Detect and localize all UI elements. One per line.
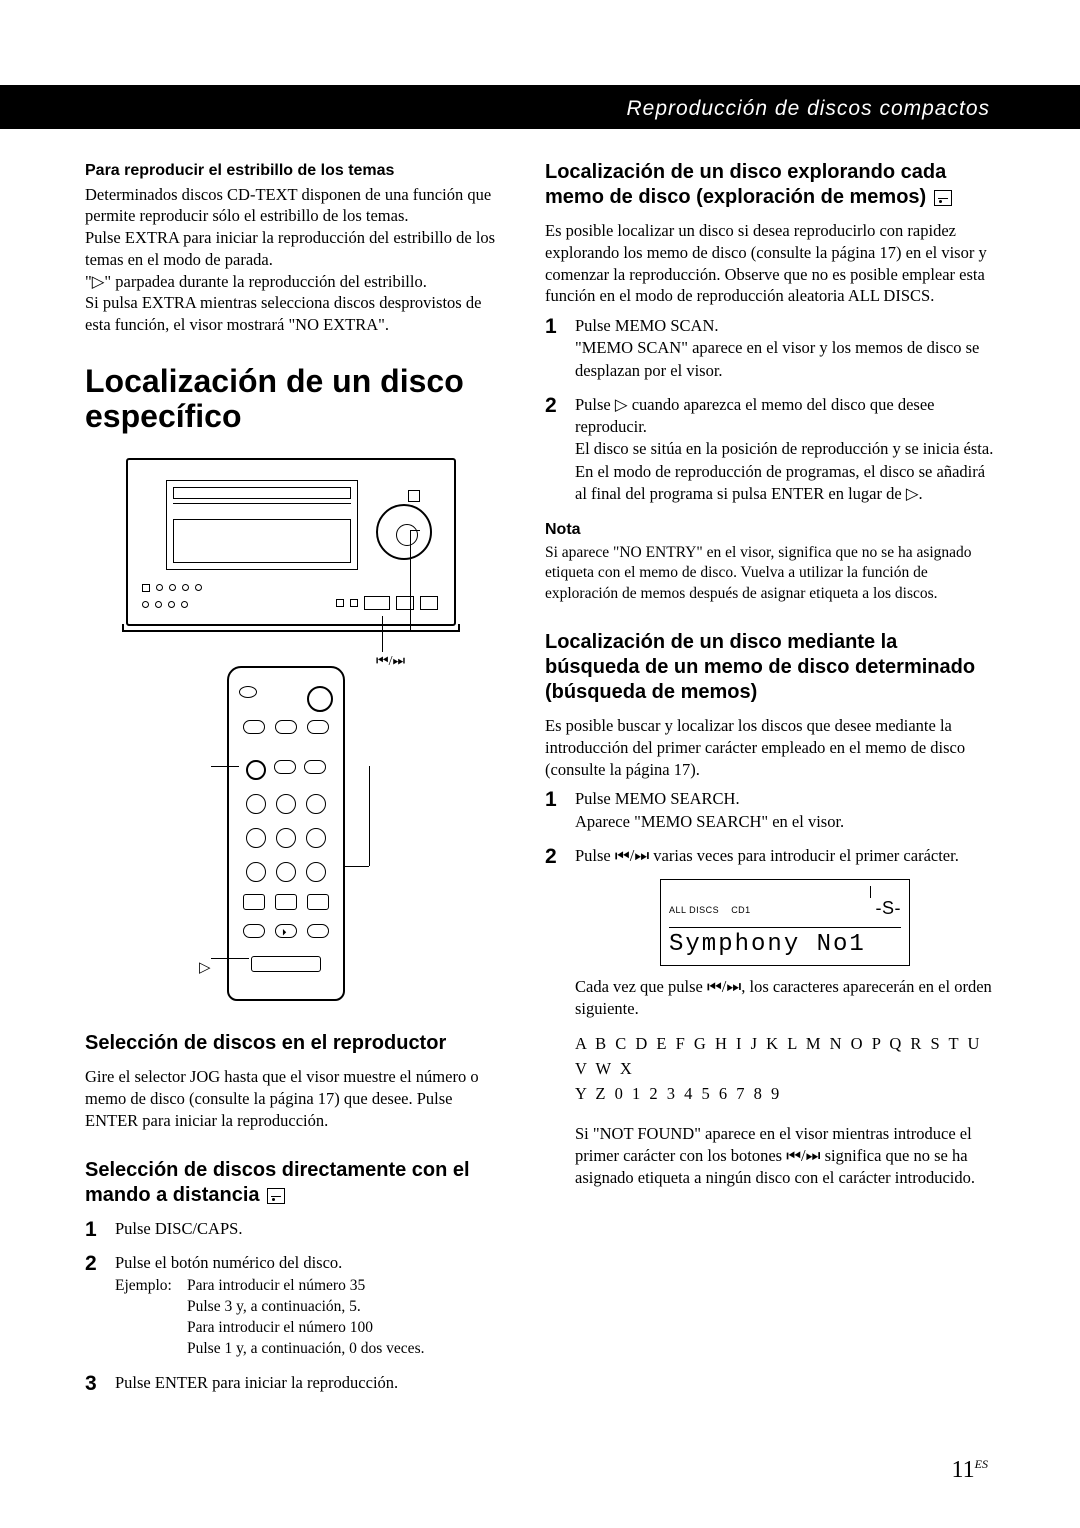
chorus-subtitle: Para reproducir el estribillo de los tem…	[85, 160, 497, 182]
memoscan-steps: 1 Pulse MEMO SCAN. "MEMO SCAN" aparece e…	[545, 315, 995, 505]
main-title: Localización de un disco específico	[85, 364, 497, 434]
memoscan-body: Es posible localizar un disco si desea r…	[545, 220, 995, 307]
chorus-p3: "▷" parpadea durante la reproducción del…	[85, 272, 427, 291]
step-number: 2	[85, 1253, 103, 1274]
remote-step2: Pulse el botón numérico del disco. Ejemp…	[115, 1252, 497, 1360]
remote-illustration: ⏵ ▷	[211, 666, 371, 1011]
page-num-value: 11	[952, 1457, 975, 1483]
memosearch-step2: Pulse ⏮/⏭ varias veces para introducir e…	[575, 845, 995, 1190]
step-number: 3	[85, 1373, 103, 1394]
select-player-body: Gire el selector JOG hasta que el visor …	[85, 1066, 497, 1131]
ms-step2-b: El disco se sitúa en la posición de repr…	[575, 439, 993, 458]
character-sequence: A B C D E F G H I J K L M N O P Q R S T …	[575, 1032, 995, 1106]
display-illustration: ALL DISCS CD1 -S- Symphony No1	[660, 879, 910, 966]
device-illustration: ⏮/⏭	[126, 458, 456, 658]
sr-step1-b: Aparece "MEMO SEARCH" en el visor.	[575, 812, 844, 831]
play-icon: ▷	[199, 958, 211, 978]
remote-icon	[267, 1188, 285, 1204]
remote-step2-text: Pulse el botón numérico del disco.	[115, 1253, 342, 1272]
page-number: 11ES	[952, 1454, 988, 1486]
memosearch-title: Localización de un disco mediante la bús…	[545, 630, 995, 705]
step-number: 1	[85, 1219, 103, 1240]
chorus-p2: Pulse EXTRA para iniciar la reproducción…	[85, 228, 495, 269]
charset-line1: A B C D E F G H I J K L M N O P Q R S T …	[575, 1034, 982, 1078]
ej-line2: Pulse 3 y, a continuación, 5.	[115, 1297, 497, 1318]
remote-step1: Pulse DISC/CAPS.	[115, 1218, 497, 1240]
after-display-text: Cada vez que pulse ⏮/⏭, los caracteres a…	[575, 977, 992, 1018]
notfound-text: Si "NOT FOUND" aparece en el visor mient…	[575, 1124, 975, 1188]
remote-step3: Pulse ENTER para iniciar la reproducción…	[115, 1372, 497, 1394]
memoscan-step1: Pulse MEMO SCAN. "MEMO SCAN" aparece en …	[575, 315, 995, 382]
remote-steps: 1 Pulse DISC/CAPS. 2 Pulse el botón numé…	[85, 1218, 497, 1394]
left-column: Para reproducir el estribillo de los tem…	[85, 160, 497, 1406]
ej-line3: Para introducir el número 100	[115, 1318, 497, 1339]
memosearch-step1: Pulse MEMO SEARCH. Aparece "MEMO SEARCH"…	[575, 788, 995, 833]
page-content: Para reproducir el estribillo de los tem…	[85, 160, 995, 1406]
header-section-title: Reproducción de discos compactos	[626, 95, 990, 123]
charset-line2: Y Z 0 1 2 3 4 5 6 7 8 9	[575, 1084, 782, 1103]
display-sigma: -S-	[876, 896, 902, 920]
skip-label: ⏮/⏭	[376, 653, 405, 672]
step-number: 2	[545, 395, 563, 416]
display-main: Symphony No1	[669, 927, 901, 961]
page-num-lang: ES	[975, 1457, 988, 1471]
step-number: 1	[545, 316, 563, 337]
ej-line4: Pulse 1 y, a continuación, 0 dos veces.	[115, 1339, 497, 1360]
ms-step2-a: Pulse ▷ cuando aparezca el memo del disc…	[575, 395, 935, 436]
ejemplo-label: Ejemplo:	[115, 1276, 187, 1297]
step-number: 2	[545, 846, 563, 867]
right-column: Localización de un disco explorando cada…	[545, 160, 995, 1406]
nota-label: Nota	[545, 519, 995, 541]
chorus-p1: Determinados discos CD-TEXT disponen de …	[85, 185, 491, 226]
memoscan-title-text: Localización de un disco explorando cada…	[545, 161, 946, 208]
memoscan-step2: Pulse ▷ cuando aparezca el memo del disc…	[575, 394, 995, 505]
step-number: 1	[545, 789, 563, 810]
sr-step2-text: Pulse ⏮/⏭ varias veces para introducir e…	[575, 846, 959, 865]
memosearch-body: Es posible buscar y localizar los discos…	[545, 715, 995, 780]
memosearch-steps: 1 Pulse MEMO SEARCH. Aparece "MEMO SEARC…	[545, 788, 995, 1189]
remote-icon	[934, 190, 952, 206]
ms-step1-b: "MEMO SCAN" aparece en el visor y los me…	[575, 338, 979, 379]
select-remote-title: Selección de discos directamente con el …	[85, 1158, 497, 1208]
nota-body: Si aparece "NO ENTRY" en el visor, signi…	[545, 543, 995, 604]
memoscan-title: Localización de un disco explorando cada…	[545, 160, 995, 210]
select-player-title: Selección de discos en el reproductor	[85, 1031, 497, 1056]
ms-step2-c: En el modo de reproducción de programas,…	[575, 462, 985, 503]
chorus-p4: Si pulsa EXTRA mientras selecciona disco…	[85, 293, 481, 334]
ej-line1: Para introducir el número 35	[187, 1276, 365, 1297]
ms-step1-a: Pulse MEMO SCAN.	[575, 316, 718, 335]
display-alldiscs: ALL DISCS	[669, 904, 719, 916]
sr-step1-a: Pulse MEMO SEARCH.	[575, 789, 740, 808]
chorus-paragraph: Determinados discos CD-TEXT disponen de …	[85, 184, 497, 336]
display-cd1: CD1	[731, 904, 751, 916]
